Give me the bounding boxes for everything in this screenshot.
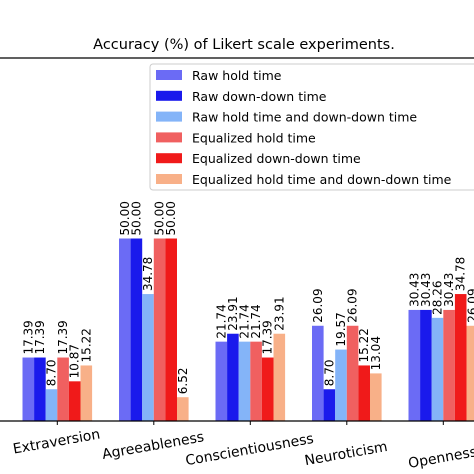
data-label: 8.70 [45,360,59,387]
chart-title: Accuracy (%) of Likert scale experiments… [93,37,395,53]
bar-agreeableness-series-3 [142,294,154,421]
legend-label: Raw down-down time [192,89,327,104]
bar-neuroticism-series-1 [312,325,324,421]
data-label: 28.26 [431,280,445,314]
data-label: 26.09 [311,288,325,322]
legend-swatch [156,132,182,143]
legend-label: Raw hold time [192,68,282,83]
legend-label: Equalized hold time and down-down time [192,172,452,187]
bar-openness-series-1 [408,309,421,421]
bar-conscientiousness-series-3 [238,341,251,421]
data-label: 23.91 [272,296,286,330]
legend-label: Raw hold time and down-down time [192,110,417,125]
legend-box [149,63,474,191]
bar-conscientiousness-series-5 [261,357,274,421]
axes-layer [0,57,474,425]
data-label: 17.39 [21,320,35,354]
bar-extraversion-series-2 [34,357,46,421]
bar-agreeableness-series-2 [130,238,143,421]
data-label: 17.39 [56,320,70,354]
data-label: 34.78 [454,257,468,291]
data-label: 21.74 [249,304,263,338]
data-label: 34.78 [141,257,155,291]
bar-extraversion-series-4 [57,357,69,421]
data-label: 10.87 [68,344,82,378]
bar-extraversion-series-1 [22,357,35,421]
bar-conscientiousness-series-6 [273,333,286,421]
data-label: 50.00 [164,201,178,235]
legend: Raw hold time Raw down-down time Raw hold … [149,63,474,191]
legend-swatch [156,70,182,80]
bar-agreeableness-series-5 [165,238,177,421]
legend-swatch [156,111,182,122]
bar-agreeableness-series-4 [153,238,166,421]
data-label: 50.00 [118,201,132,235]
data-label: 50.00 [129,201,143,235]
data-label: 15.22 [357,328,371,362]
legend-label: Equalized hold time [192,130,316,145]
bar-conscientiousness-series-2 [227,333,239,421]
bar-openness-series-2 [420,309,432,421]
data-label: 13.04 [369,336,383,370]
data-label: 21.74 [214,304,228,338]
data-label: 15.22 [79,328,93,362]
bar-agreeableness-series-1 [119,238,131,421]
legend-swatch [156,153,182,164]
data-label: 26.09 [346,288,360,322]
data-label: 17.39 [261,320,275,354]
legend-label: Equalized down-down time [192,151,361,166]
data-label: 26.09 [465,288,474,322]
legend-swatch [156,174,182,184]
bar-agreeableness-series-6 [177,397,189,421]
data-label: 23.91 [226,296,240,330]
bars-layer [22,238,474,421]
bar-neuroticism-series-2 [323,389,336,421]
bar-neuroticism-series-5 [358,365,370,421]
data-label: 21.74 [238,304,252,338]
bar-neuroticism-series-3 [335,349,347,421]
data-labels-layer: 17.3917.398.7017.3910.8715.2250.0050.003… [21,201,474,394]
bar-conscientiousness-series-4 [250,341,262,421]
bar-neuroticism-series-6 [370,373,382,421]
data-label: 50.00 [153,201,167,235]
data-label: 30.43 [407,273,421,307]
legend-swatch [156,90,182,101]
data-label: 30.43 [442,273,456,307]
bar-conscientiousness-series-1 [215,341,228,421]
bar-openness-series-3 [431,317,444,421]
bar-extraversion-series-3 [45,389,58,421]
bar-extraversion-series-5 [68,381,81,421]
bar-extraversion-series-6 [80,365,93,421]
bar-openness-series-6 [466,325,474,421]
data-label: 6.52 [176,367,190,394]
data-label: 17.39 [33,320,47,354]
data-label: 8.70 [322,360,336,387]
bar-openness-series-4 [443,309,455,421]
data-label: 30.43 [419,273,433,307]
bar-neuroticism-series-4 [346,325,359,421]
data-label: 19.57 [334,312,348,346]
bar-openness-series-5 [454,294,467,421]
